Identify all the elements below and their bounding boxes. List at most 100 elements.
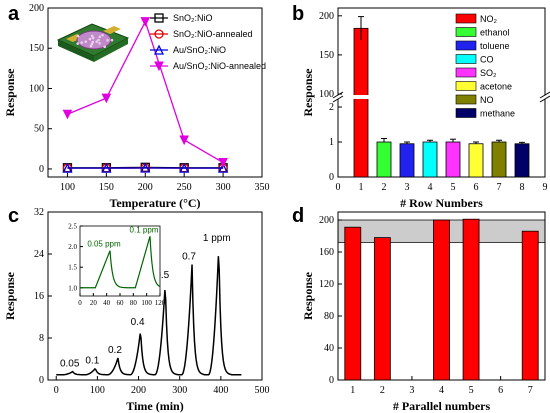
panel-c-peak-label: 0.1 xyxy=(85,355,99,366)
panel-c-peak-label: 0.4 xyxy=(131,317,145,328)
sensor-film-dot xyxy=(90,34,94,38)
sensor-film-dot xyxy=(76,42,80,45)
panel-c-ytick-label: 0 xyxy=(39,375,44,386)
panel-a-frame xyxy=(47,7,263,178)
panel-c-inset-ytick-label: 1.0 xyxy=(68,284,77,292)
panel-a-point xyxy=(101,93,112,104)
panel-b-xtick-label: 9 xyxy=(543,182,548,193)
panel-c-peak-label: 0.5 xyxy=(155,270,169,281)
panel-b-ylabel: Response xyxy=(301,68,315,117)
panel-d-ytick-label: 120 xyxy=(319,279,334,290)
sensor-substrate-side xyxy=(94,38,128,62)
panel-d-xtick-label: 3 xyxy=(409,385,414,396)
panel-a-point xyxy=(62,109,73,120)
panel-a-legend-marker xyxy=(154,13,164,23)
sensor-film-dot xyxy=(95,40,99,43)
panel-c-xtick-label: 500 xyxy=(255,385,270,396)
panel-c-xlabel: Time (min) xyxy=(126,399,183,413)
panel-a-ytick-label: 150 xyxy=(29,43,44,54)
panel-c-peak-label: 0.05 xyxy=(60,359,80,370)
panel-a-point xyxy=(179,162,190,173)
sensor-film-dot xyxy=(90,42,94,46)
panel-b-bar xyxy=(376,141,392,178)
panel-d-ytick-label: 0 xyxy=(329,375,334,386)
panel-b-ytick-label: 150 xyxy=(319,50,334,61)
panel-a-point xyxy=(140,162,151,173)
panel-a-point xyxy=(179,135,189,146)
panel-c-inset-ytick-label: 1.5 xyxy=(68,264,77,272)
panel-a-ytick-label: 100 xyxy=(29,83,44,94)
panel-c-ylabel: Response xyxy=(3,271,17,320)
panel-d-bar xyxy=(462,218,480,381)
panel-b-bar-break xyxy=(353,95,369,99)
panel-b-xtick-label: 0 xyxy=(336,182,341,193)
panel-b-legend-swatch xyxy=(455,108,477,118)
panel-b-ytick-label: 2 xyxy=(329,102,334,113)
panel-c-xtick-label: 0 xyxy=(54,385,59,396)
panel-c-inset-xtick-label: 40 xyxy=(103,299,111,307)
panel-c-inset-peak-label: 0.1 ppm xyxy=(130,225,159,234)
panel-c-peak-label: 0.7 xyxy=(182,252,196,263)
panel-a-xtick-label: 200 xyxy=(138,182,153,193)
panel-a-legend-label: Au/SnO₂:NiO-annealed xyxy=(173,61,266,71)
panel-b-axis-break-mark xyxy=(539,91,550,99)
panel-a-xtick-label: 300 xyxy=(216,182,231,193)
panel-b-xtick-label: 1 xyxy=(359,182,364,193)
sensor-film-dot xyxy=(98,41,101,45)
sensor-film-dot xyxy=(91,40,95,44)
panel-b-legend-label: ethanol xyxy=(480,28,510,38)
panel-c-inset-xtick-label: 120 xyxy=(155,299,166,307)
panel-a-point xyxy=(140,17,151,27)
panel-b-legend-label: toluene xyxy=(480,41,510,51)
panel-c-xtick-label: 400 xyxy=(213,385,228,396)
panel-c-inset-ytick-label: 2.0 xyxy=(68,243,77,251)
panel-b-axis-break-mark xyxy=(539,95,550,103)
panel-c-ytick-label: 32 xyxy=(34,207,44,218)
panel-a-legend-marker xyxy=(153,44,165,55)
panel-b-axis-break-gap xyxy=(332,95,346,99)
sensor-film-dot xyxy=(88,37,92,41)
panel-a-point xyxy=(101,162,112,173)
panel-d-xtick-label: 4 xyxy=(439,385,444,396)
panel-c-inset-ytick-label: 2.5 xyxy=(68,223,77,231)
panel-b-axis-break-gap xyxy=(537,95,550,99)
panel-b-xtick-label: 2 xyxy=(382,182,387,193)
panel-d-ylabel: Response xyxy=(301,271,315,320)
panel-b-bar xyxy=(399,143,415,178)
panel-d-xtick-label: 7 xyxy=(528,385,533,396)
panel-d-ytick-label: 80 xyxy=(324,311,334,322)
panel-b-ytick-label: 100 xyxy=(319,89,334,100)
panel-a-point xyxy=(218,162,229,173)
panel-b-xtick-label: 6 xyxy=(474,182,479,193)
panel-c-inset-xtick-label: 100 xyxy=(141,299,152,307)
panel-d-xtick-label: 6 xyxy=(498,385,503,396)
panel-b-legend-swatch xyxy=(455,94,477,105)
panel-b-bar xyxy=(422,141,438,178)
panel-d-xtick-label: 1 xyxy=(350,385,355,396)
sensor-substrate-side xyxy=(58,40,94,62)
panel-b-xlabel: # Row Numbers xyxy=(400,196,483,210)
panel-d-ytick-label: 200 xyxy=(319,215,334,226)
panel-b-axis-break-mark xyxy=(332,91,344,99)
panel-c-inset-frame xyxy=(79,225,161,297)
panel-b-bar xyxy=(514,143,530,178)
panel-a-xtick-label: 150 xyxy=(99,182,114,193)
panel-b-legend-swatch xyxy=(455,81,477,91)
panel-a-legend-label: SnO₂:NiO-annealed xyxy=(173,29,253,39)
panel-a-ylabel: Response xyxy=(3,68,17,117)
sensor-illustration xyxy=(56,23,130,62)
panel-c-inset-xtick-label: 80 xyxy=(130,299,138,307)
panel-label-c: c xyxy=(8,205,19,227)
panel-b-ytick-label: 200 xyxy=(319,11,334,22)
panel-d-bar xyxy=(433,219,450,381)
panel-b-legend-swatch xyxy=(455,67,477,78)
panel-d-chart: 1 2 3 4 5 6 7 0 40 80 120 160 200 # Parallel numbers R… xyxy=(301,211,546,413)
panel-c-inset-peak-label: 0.05 ppm xyxy=(87,240,121,249)
panel-b-bar xyxy=(491,141,507,178)
panel-b-ytick-label: 1 xyxy=(329,137,334,148)
sensor-film-dot xyxy=(84,40,88,43)
panel-d-bar xyxy=(344,226,362,381)
panel-b-legend-label: CO xyxy=(480,55,494,65)
panel-b-legend-label: methane xyxy=(480,109,515,119)
panel-a-ytick-label: 50 xyxy=(34,124,44,135)
